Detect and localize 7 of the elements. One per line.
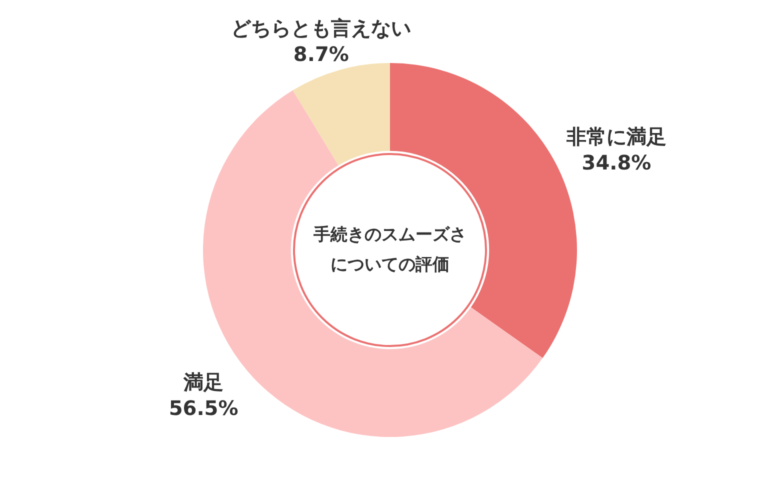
slice-label: 非常に満足 — [565, 124, 666, 148]
slice-label: どちらとも言えない — [231, 16, 412, 40]
text: 手続きのスムーズさについての評価 — [312, 224, 468, 277]
data-label: 34.8% — [582, 150, 652, 174]
slice-label: 満足 — [182, 370, 224, 394]
data-label: 56.5% — [168, 396, 238, 420]
data-label: 8.7% — [293, 42, 349, 66]
